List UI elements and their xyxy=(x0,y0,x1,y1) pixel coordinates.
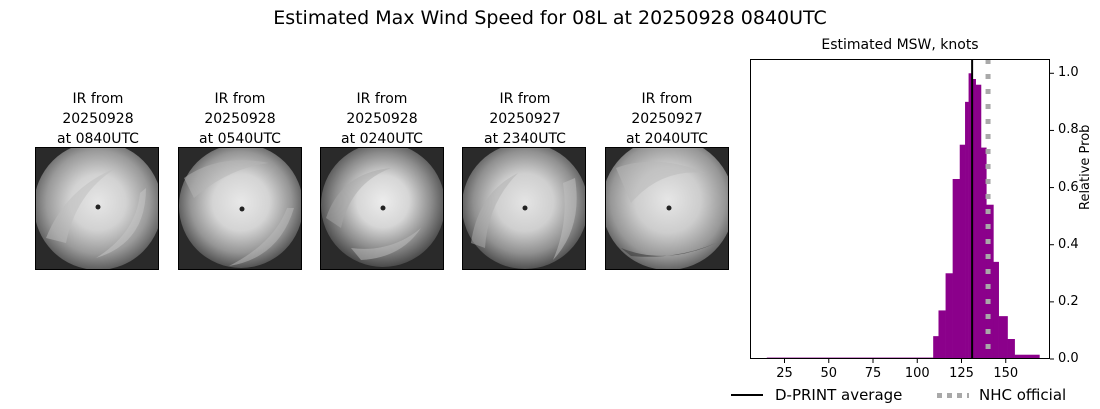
ir-satellite-image-3 xyxy=(320,147,444,270)
x-tick-label: 25 xyxy=(776,366,793,381)
label-line: IR from xyxy=(356,91,408,107)
thumbnail-label-4: IR from 20250927 at 2340UTC xyxy=(455,89,595,149)
legend-dprint-label: D-PRINT average xyxy=(775,386,903,404)
histogram-bar xyxy=(938,310,946,359)
label-time: at 0240UTC xyxy=(341,131,423,147)
histogram-bar xyxy=(993,261,999,359)
histogram-bar xyxy=(1007,339,1015,359)
legend-nhc-label: NHC official xyxy=(979,386,1067,404)
histogram-bar xyxy=(945,273,953,359)
histogram-bar xyxy=(965,101,969,359)
histogram-bar xyxy=(998,316,1008,359)
histogram-bar xyxy=(952,179,961,359)
y-tick-label: 0.0 xyxy=(1058,351,1079,366)
label-time: at 2040UTC xyxy=(626,131,708,147)
label-line: IR from xyxy=(72,91,124,107)
histogram-bar xyxy=(972,79,976,359)
histogram-plot xyxy=(750,59,1054,363)
label-line: IR from xyxy=(499,91,551,107)
histogram-bar xyxy=(1014,354,1040,359)
label-line: IR from xyxy=(214,91,266,107)
legend-nhc: NHC official xyxy=(937,386,1066,404)
thumbnail-label-1: IR from 20250928 at 0840UTC xyxy=(28,89,168,149)
ir-satellite-image-4 xyxy=(462,147,586,270)
y-tick-label: 0.8 xyxy=(1058,122,1079,138)
histogram-bar xyxy=(975,84,982,359)
x-tick-label: 50 xyxy=(820,366,838,381)
ir-satellite-image-2 xyxy=(178,147,302,270)
histogram-bar xyxy=(986,204,994,359)
y-tick-label: 0.4 xyxy=(1058,236,1079,252)
x-tick-label: 125 xyxy=(949,366,974,381)
label-time: at 0540UTC xyxy=(199,131,281,147)
dotted-line-icon xyxy=(937,392,969,398)
y-tick-label: 0.2 xyxy=(1058,293,1079,309)
histogram-bar xyxy=(933,336,939,359)
label-date: 20250927 xyxy=(489,111,561,127)
solid-line-icon xyxy=(731,394,763,396)
x-tick-label: 75 xyxy=(864,366,882,381)
x-tick-label: 150 xyxy=(993,366,1019,381)
chart-title: Estimated MSW, knots xyxy=(821,37,979,53)
label-date: 20250928 xyxy=(62,111,134,127)
label-line: IR from xyxy=(641,91,693,107)
label-time: at 0840UTC xyxy=(57,131,139,147)
thumbnail-label-3: IR from 20250928 at 0240UTC xyxy=(312,89,452,149)
ir-satellite-image-1 xyxy=(35,147,159,270)
y-tick-label: 0.6 xyxy=(1058,179,1079,195)
y-tick-label: 1.0 xyxy=(1058,65,1079,81)
label-date: 20250928 xyxy=(204,111,276,127)
label-time: at 2340UTC xyxy=(484,131,566,147)
y-axis-label: Relative Prob xyxy=(1078,124,1093,210)
legend-dprint: D-PRINT average xyxy=(731,386,902,404)
histogram-bar xyxy=(959,144,966,359)
ir-satellite-image-5 xyxy=(605,147,729,270)
figure-title: Estimated Max Wind Speed for 08L at 2025… xyxy=(273,7,827,29)
histogram-bar xyxy=(980,147,987,359)
label-date: 20250928 xyxy=(346,111,418,127)
label-date: 20250927 xyxy=(631,111,703,127)
thumbnail-label-2: IR from 20250928 at 0540UTC xyxy=(170,89,310,149)
histogram-svg xyxy=(750,59,1054,363)
thumbnail-label-5: IR from 20250927 at 2040UTC xyxy=(597,89,737,149)
x-tick-label: 100 xyxy=(904,366,930,381)
histogram-bar xyxy=(968,73,973,360)
